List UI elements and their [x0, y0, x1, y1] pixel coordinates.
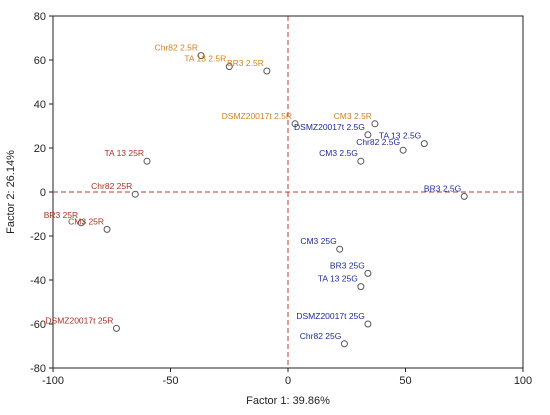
y-axis-title: Factor 2: 26.14% [5, 150, 17, 234]
data-point: Chr82 2.5R [155, 43, 205, 60]
x-tick-label: -50 [163, 375, 179, 387]
point-label: CM3 2.5R [334, 111, 372, 121]
y-tick-label: 40 [34, 99, 46, 111]
data-point: DSMZ20017t 25G [296, 311, 372, 328]
data-point: DSMZ20017t 2.5R [222, 111, 299, 128]
point-label: Chr82 2.5R [155, 43, 198, 53]
y-axis-ticks: -80 -60 -40 -20 0 20 40 60 80 [30, 11, 53, 375]
point-marker [420, 140, 428, 148]
point-marker [357, 283, 365, 291]
point-label: BR3 25G [330, 260, 365, 270]
point-marker [291, 120, 299, 128]
point-label: Chr82 25G [300, 331, 342, 341]
data-point: Chr82 25G [300, 331, 348, 348]
point-label: DSMZ20017t 25G [296, 311, 365, 321]
data-point: TA 13 25G [318, 274, 365, 291]
point-marker [364, 131, 372, 139]
data-point: TA 13 25R [104, 148, 151, 165]
point-marker [225, 63, 233, 71]
point-label: TA 13 25G [318, 274, 358, 284]
point-marker [371, 120, 379, 128]
data-point: DSMZ20017t 2.5G [294, 122, 372, 139]
data-point: BR3 25G [330, 260, 372, 277]
point-marker [357, 157, 365, 165]
point-label: TA 13 2.5G [379, 131, 421, 141]
data-point: TA 13 2.5G [379, 131, 428, 148]
x-axis-ticks: -100 -50 0 50 100 [42, 368, 532, 387]
point-marker [364, 320, 372, 328]
x-tick-label: 50 [399, 375, 411, 387]
point-label: DSMZ20017t 2.5R [222, 111, 292, 121]
data-point: CM3 2.5G [319, 148, 365, 165]
data-point: Chr82 2.5G [356, 137, 407, 154]
x-tick-label: 100 [514, 375, 532, 387]
y-tick-label: -80 [30, 363, 46, 375]
point-marker [460, 192, 468, 200]
point-label: TA 13 25R [104, 148, 144, 158]
point-label: CM3 2.5G [319, 148, 358, 158]
reference-lines [53, 16, 523, 368]
point-marker [399, 146, 407, 154]
point-marker [143, 157, 151, 165]
point-marker [103, 225, 111, 233]
point-label: BR3 2.5G [424, 183, 461, 193]
data-point: CM3 25R [68, 216, 111, 233]
data-point: BR3 2.5R [227, 58, 271, 75]
point-label: Chr82 2.5G [356, 137, 400, 147]
y-tick-label: 0 [40, 187, 46, 199]
point-label: BR3 2.5R [227, 58, 264, 68]
point-marker [131, 190, 139, 198]
x-axis-title: Factor 1: 39.86% [246, 395, 330, 407]
x-tick-label: -100 [42, 375, 64, 387]
data-point: BR3 2.5G [424, 183, 468, 200]
data-point: DSMZ20017t 25R [45, 315, 120, 332]
y-tick-label: 60 [34, 55, 46, 67]
data-point: BR3 25R [44, 210, 85, 227]
point-label: TA 13 2.5R [184, 54, 226, 64]
point-label: CM3 25R [68, 216, 104, 226]
point-marker [112, 324, 120, 332]
y-tick-label: 20 [34, 143, 46, 155]
y-tick-label: 80 [34, 11, 46, 23]
point-label: DSMZ20017t 25R [45, 315, 113, 325]
data-point: TA 13 2.5R [184, 54, 233, 71]
data-point: CM3 25G [300, 236, 344, 253]
point-label: Chr82 25R [91, 181, 132, 191]
data-point: Chr82 25R [91, 181, 139, 198]
point-marker [336, 245, 344, 253]
point-marker [263, 67, 271, 75]
point-marker [77, 219, 85, 227]
point-label: DSMZ20017t 2.5G [294, 122, 365, 132]
point-marker [364, 269, 372, 277]
point-label: CM3 25G [300, 236, 336, 246]
point-label: BR3 25R [44, 210, 79, 220]
point-marker [197, 52, 205, 60]
y-tick-label: -20 [30, 231, 46, 243]
y-tick-label: -60 [30, 319, 46, 331]
x-tick-label: 0 [285, 375, 291, 387]
y-tick-label: -40 [30, 275, 46, 287]
point-marker [340, 340, 348, 348]
data-point: CM3 2.5R [334, 111, 379, 128]
